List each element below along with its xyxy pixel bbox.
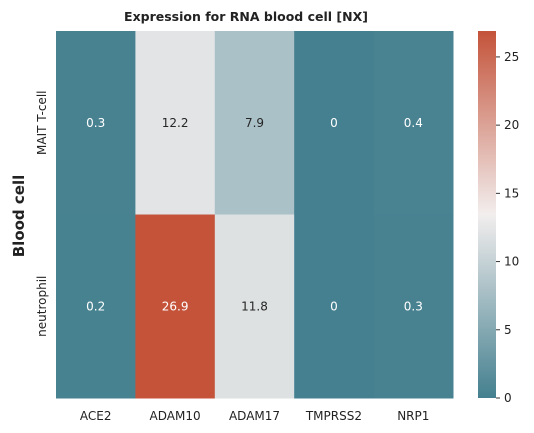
y-tick-label: MAIT T-cell	[35, 91, 49, 155]
heatmap-cell	[56, 31, 136, 215]
x-tick-label: ADAM17	[229, 409, 280, 423]
cell-value-label: 0.3	[86, 116, 105, 130]
colorbar-tick-label: 10	[504, 255, 519, 269]
heatmap-cell	[294, 214, 375, 399]
colorbar-ticks: 0 5 10 15 20 25	[496, 50, 519, 405]
x-tick-label: TMPRSS2	[305, 409, 362, 423]
cell-value-label: 0.3	[404, 299, 423, 313]
colorbar	[478, 31, 496, 398]
y-axis-ticks: MAIT T-cell neutrophil	[35, 91, 49, 337]
colorbar-tick-label: 20	[504, 118, 519, 132]
cell-value-label: 11.8	[241, 299, 268, 313]
heatmap-cell	[56, 214, 136, 399]
cell-value-label: 0	[330, 299, 338, 313]
x-tick-label: ADAM10	[150, 409, 201, 423]
y-tick-label: neutrophil	[35, 276, 49, 337]
y-axis-label: Blood cell	[10, 175, 28, 258]
heatmap-cell	[294, 31, 375, 215]
cell-value-label: 12.2	[162, 116, 189, 130]
heatmap-cell	[373, 214, 454, 399]
x-tick-label: ACE2	[80, 409, 112, 423]
cell-value-label: 0.2	[86, 299, 105, 313]
x-axis-ticks: ACE2 ADAM10 ADAM17 TMPRSS2 NRP1	[80, 409, 429, 423]
colorbar-tick-label: 5	[504, 323, 512, 337]
heatmap-cell	[373, 31, 454, 215]
colorbar-tick-label: 0	[504, 391, 512, 405]
x-tick-label: NRP1	[397, 409, 429, 423]
heatmap-cell	[135, 214, 216, 399]
cell-value-label: 7.9	[245, 116, 264, 130]
cell-value-label: 0	[330, 116, 338, 130]
heatmap-cell	[214, 214, 295, 399]
heatmap-cells	[56, 31, 454, 399]
colorbar-tick-label: 25	[504, 50, 519, 64]
cell-value-label: 26.9	[162, 299, 189, 313]
colorbar-tick-label: 15	[504, 186, 519, 200]
chart-title: Expression for RNA blood cell [NX]	[124, 9, 368, 24]
heatmap-cell	[214, 31, 295, 215]
cell-value-label: 0.4	[404, 116, 423, 130]
heatmap-cell	[135, 31, 216, 215]
heatmap-cell-labels: 0.3 12.2 7.9 0 0.4 0.2 26.9 11.8 0 0.3	[86, 116, 423, 314]
